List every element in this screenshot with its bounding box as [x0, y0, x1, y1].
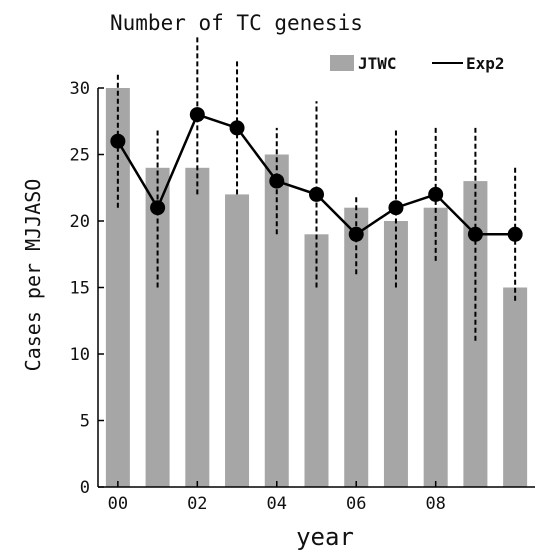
exp2-point-7: [388, 200, 404, 216]
legend-exp2-label: Exp2: [466, 54, 505, 73]
legend-jtwc-label: JTWC: [358, 54, 397, 73]
chart-title: Number of TC genesis: [110, 11, 363, 35]
exp2-series: [110, 107, 523, 242]
x-tick-label-3: 06: [346, 494, 366, 514]
y-axis-label: Cases per MJJASO: [21, 179, 45, 372]
exp2-point-9: [467, 226, 483, 242]
exp2-point-0: [110, 133, 126, 149]
exp2-point-10: [507, 226, 523, 242]
bar-jtwc-10: [503, 287, 528, 487]
exp2-point-2: [189, 107, 205, 123]
bar-jtwc-7: [383, 221, 408, 487]
x-tick-label-0: 00: [108, 494, 128, 514]
x-tick-label-4: 08: [425, 494, 445, 514]
bar-jtwc-1: [145, 167, 170, 488]
bar-jtwc-2: [185, 167, 210, 488]
x-tick-label-1: 02: [187, 494, 207, 514]
x-axis-label: year: [296, 523, 354, 551]
bars: [105, 88, 528, 488]
y-tick-label-2: 10: [70, 345, 90, 365]
x-tick-label-2: 04: [267, 494, 287, 514]
y-tick-label-0: 0: [80, 478, 90, 498]
legend-jtwc-swatch: [330, 55, 354, 71]
y-tick-label-5: 25: [70, 146, 90, 166]
exp2-point-4: [269, 173, 285, 189]
exp2-point-1: [150, 200, 166, 216]
bar-jtwc-4: [264, 154, 289, 487]
y-tick-label-6: 30: [70, 79, 90, 99]
y-tick-label-3: 15: [70, 279, 90, 299]
y-tick-label-4: 20: [70, 212, 90, 232]
bar-jtwc-8: [423, 207, 448, 487]
exp2-point-6: [348, 226, 364, 242]
exp2-point-8: [428, 186, 444, 202]
bar-jtwc-3: [225, 194, 250, 487]
exp2-point-5: [309, 186, 324, 202]
legend: JTWC Exp2: [330, 54, 505, 73]
bar-jtwc-5: [304, 234, 329, 487]
exp2-point-3: [229, 120, 245, 136]
y-tick-label-1: 5: [80, 412, 90, 432]
axes: 0 5 10 15 20 25 30 00 02 04 06 08: [70, 79, 535, 514]
